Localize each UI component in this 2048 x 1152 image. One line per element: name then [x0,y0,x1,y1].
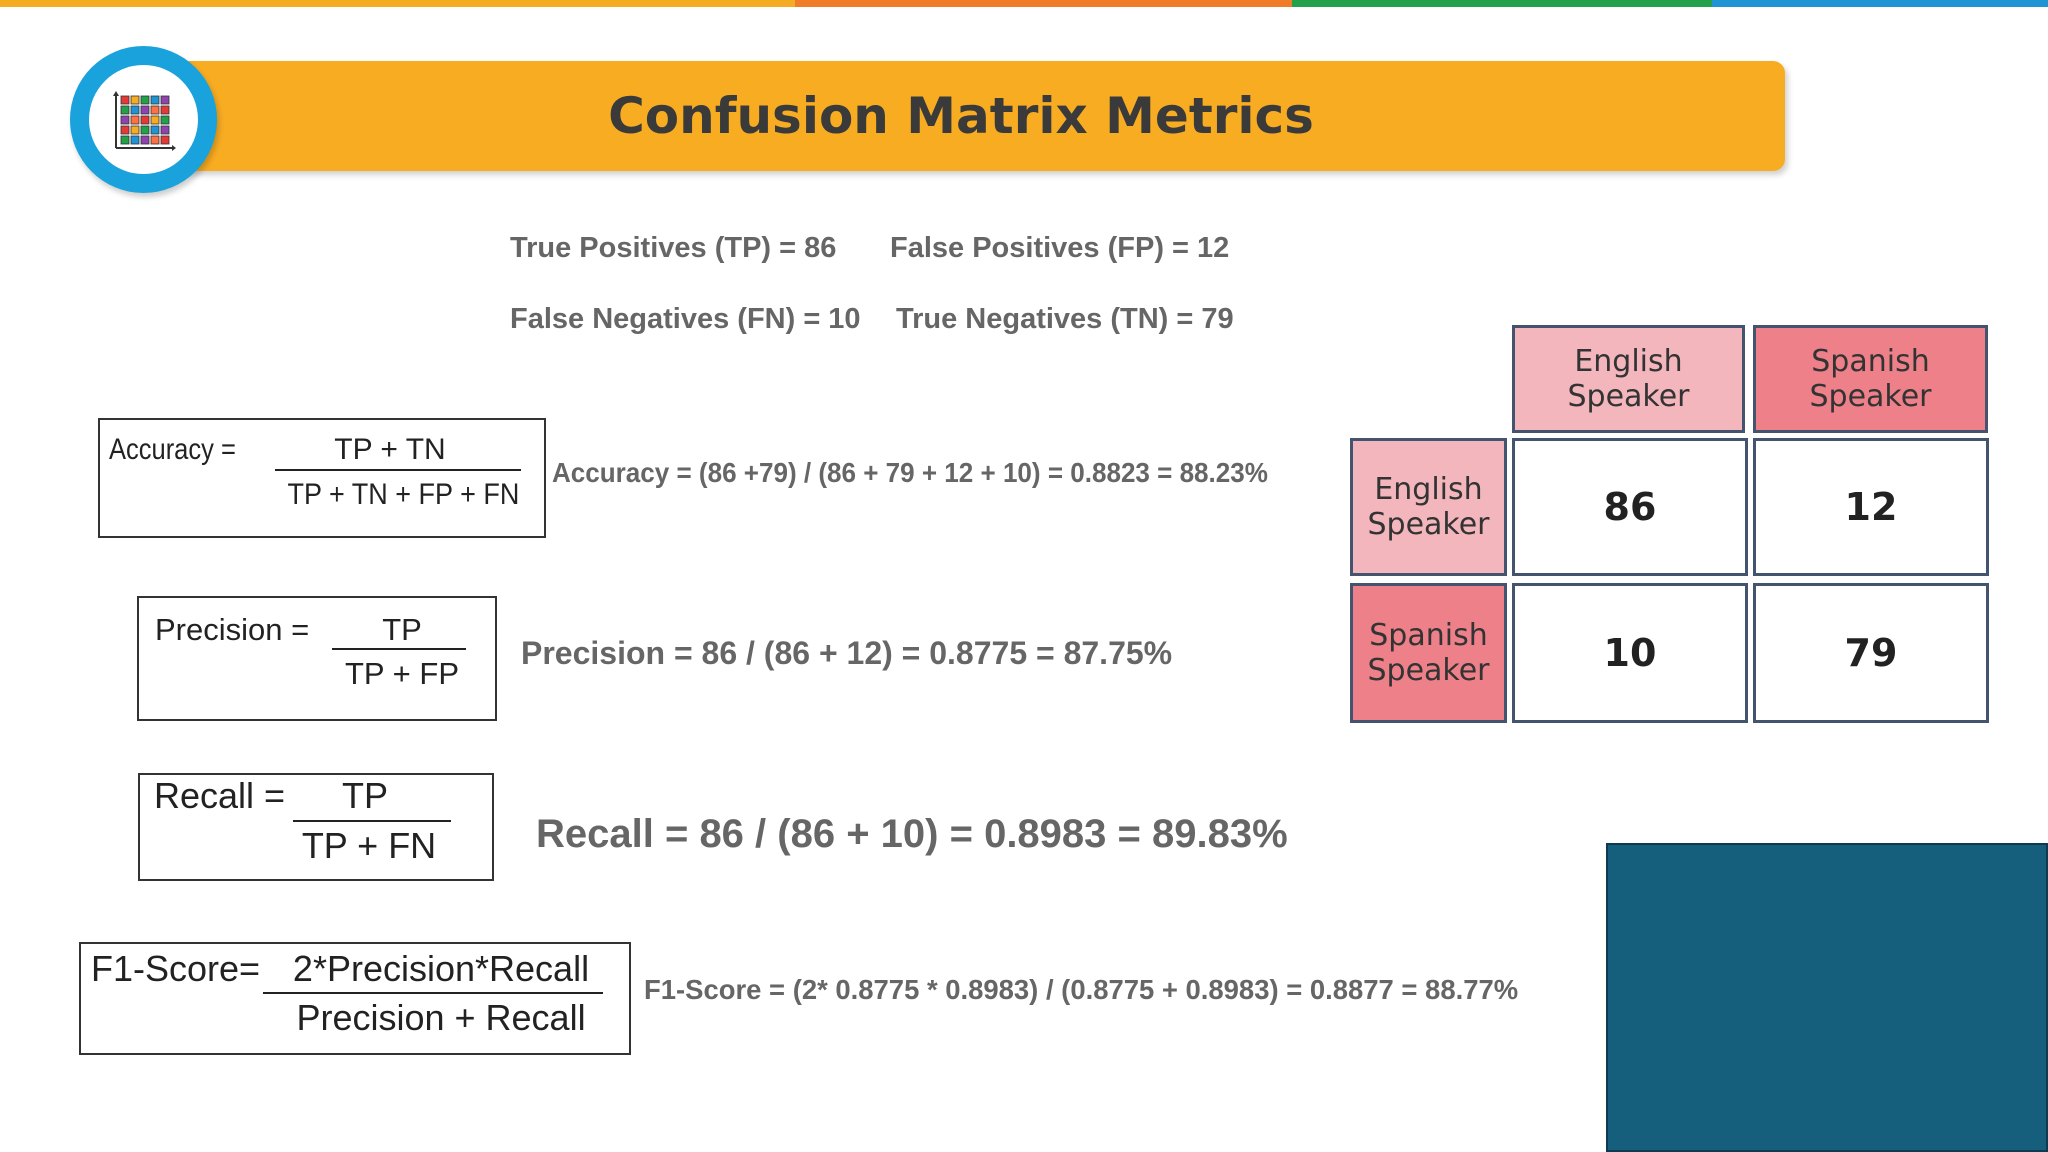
recall-calculation: Recall = 86 / (86 + 10) = 0.8983 = 89.83… [536,812,1288,856]
column-header-english: English Speaker [1512,325,1745,433]
logo-grid-cell [160,115,170,125]
precision-formula-box: Precision = TP TP + FP [137,596,497,721]
precision-calculation: Precision = 86 / (86 + 12) = 0.8775 = 87… [521,635,1173,671]
false-negatives-label: False Negatives (FN) = 10 [510,303,861,335]
precision-formula-numerator: TP [382,612,422,647]
logo-grid-cell [160,125,170,135]
matrix-cell: 86 [1512,438,1748,576]
logo-grid-cell [150,105,160,115]
f1-calculation: F1-Score = (2* 0.8775 * 0.8983) / (0.877… [644,974,1519,1005]
logo-grid-cell [160,105,170,115]
top-bar-segment [1712,0,2048,7]
logo-grid-cell [120,115,130,125]
logo-grid-cell [140,125,150,135]
column-header-spanish: Spanish Speaker [1753,325,1988,433]
accuracy-formula-label: Accuracy = [109,433,236,466]
true-positives-label: True Positives (TP) = 86 [510,232,837,264]
top-color-bar [0,0,2048,7]
title-banner [150,61,1785,171]
precision-formula-label: Precision = [155,612,310,647]
grid-chart-icon [113,91,176,151]
logo-grid-cell [130,115,140,125]
row-header-spanish: Spanish Speaker [1350,583,1507,723]
true-negatives-label: True Negatives (TN) = 79 [896,303,1234,335]
false-positives-label: False Positives (FP) = 12 [890,232,1230,264]
top-bar-segment [1292,0,1712,7]
recall-formula-box: Recall = TP TP + FN [138,773,494,881]
accuracy-formula-box: Accuracy = TP + TN TP + TN + FP + FN [98,418,546,538]
logo-grid-cell [130,95,140,105]
video-overlay-panel [1606,843,2048,1152]
logo-grid-cell [150,125,160,135]
logo-grid-cell [120,95,130,105]
matrix-cell: 79 [1753,583,1989,723]
f1-formula-label: F1-Score= [91,948,261,989]
accuracy-calculation: Accuracy = (86 +79) / (86 + 79 + 12 + 10… [552,457,1268,488]
logo-grid-cell [120,105,130,115]
logo-grid-cell [140,105,150,115]
logo-grid-cell [150,135,160,145]
accuracy-formula-denominator: TP + TN + FP + FN [287,478,520,511]
logo-grid-cell [140,115,150,125]
f1-formula-denominator: Precision + Recall [296,997,586,1038]
recall-formula-numerator: TP [341,775,388,816]
logo-grid-cell [120,125,130,135]
logo-grid-cell [160,135,170,145]
logo-grid-cell [150,95,160,105]
logo-grid-cell [160,95,170,105]
logo-grid-cell [130,105,140,115]
matrix-cell: 12 [1753,438,1989,576]
fraction-bar [275,469,521,471]
logo-grid-cell [140,135,150,145]
row-header-english: English Speaker [1350,438,1507,576]
accuracy-formula-numerator: TP + TN [334,433,446,466]
page-title: Confusion Matrix Metrics [608,87,1314,145]
precision-formula-denominator: TP + FP [345,656,459,691]
logo-grid-cell [140,95,150,105]
fraction-bar [293,820,451,822]
logo-grid-cell [120,135,130,145]
recall-formula-denominator: TP + FN [301,825,437,866]
logo-grid-cell [130,125,140,135]
f1-formula-box: F1-Score= 2*Precision*Recall Precision +… [79,942,631,1055]
top-bar-segment [0,0,795,7]
fraction-bar [332,648,466,650]
matrix-cell: 10 [1512,583,1748,723]
recall-formula-label: Recall = [154,775,286,816]
top-bar-segment [795,0,1292,7]
f1-formula-numerator: 2*Precision*Recall [292,948,590,989]
fraction-bar [263,992,603,994]
logo-grid-cell [130,135,140,145]
logo-grid-cell [150,115,160,125]
